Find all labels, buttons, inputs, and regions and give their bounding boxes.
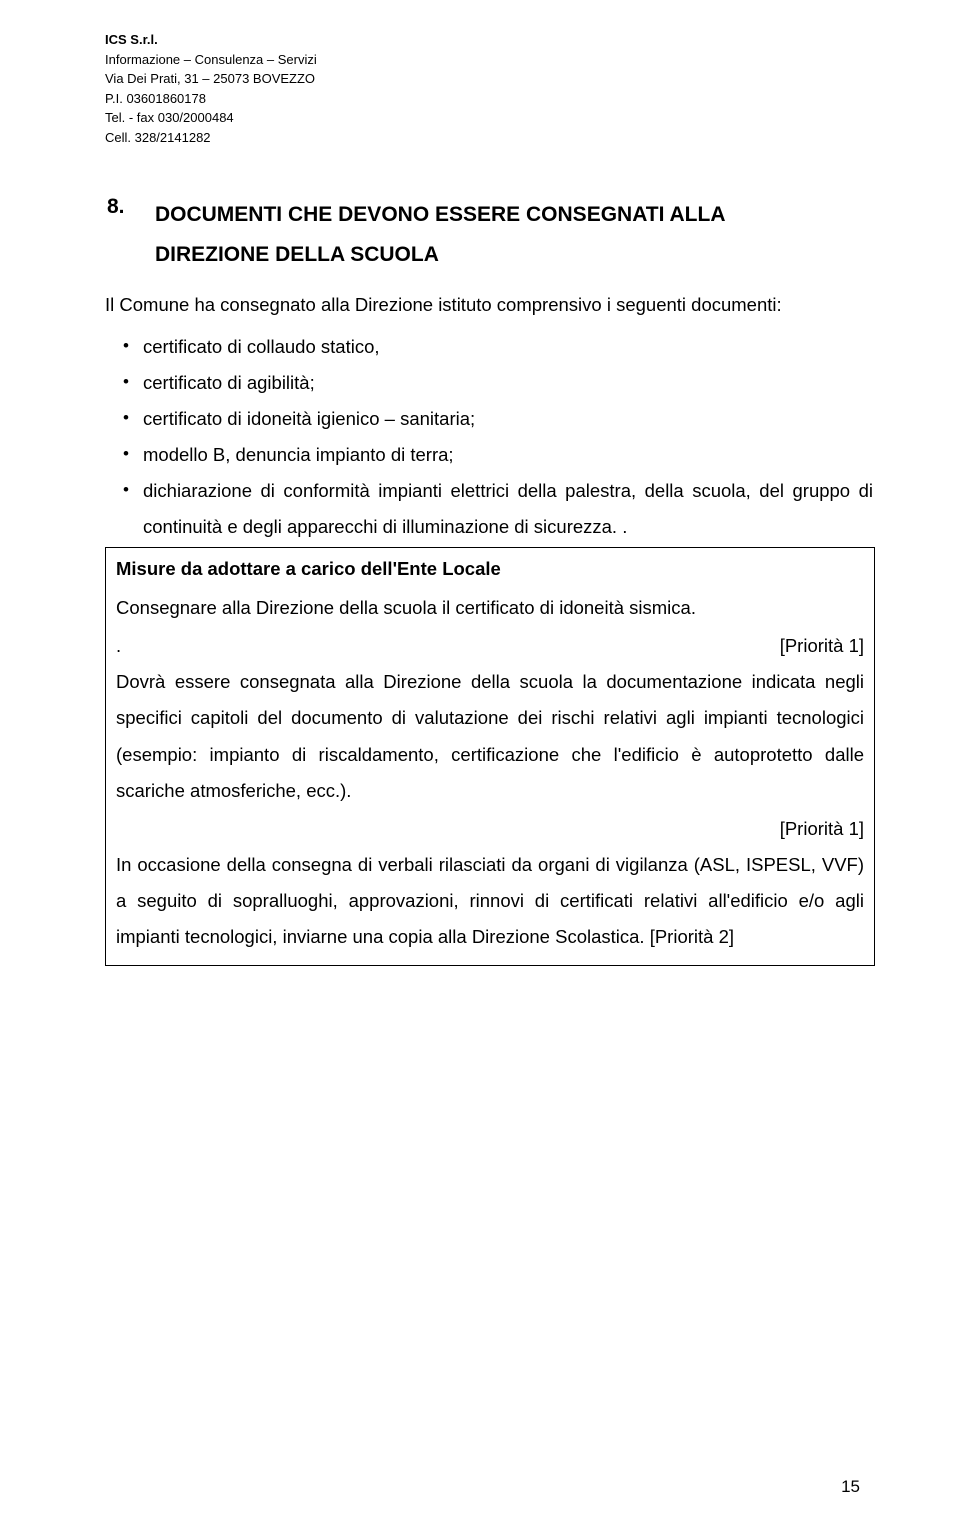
list-item: certificato di idoneità igienico – sanit…: [143, 401, 875, 437]
company-cell: Cell. 328/2141282: [105, 128, 875, 148]
dot-text: .: [116, 628, 121, 664]
company-name: ICS S.r.l.: [105, 30, 875, 50]
priority-label: [Priorità 1]: [780, 628, 864, 664]
company-pi: P.I. 03601860178: [105, 89, 875, 109]
list-item: certificato di collaudo statico,: [143, 329, 875, 365]
list-item: modello B, denuncia impianto di terra;: [143, 437, 875, 473]
company-tagline: Informazione – Consulenza – Servizi: [105, 50, 875, 70]
section-title: DOCUMENTI CHE DEVONO ESSERE CONSEGNATI A…: [155, 195, 726, 275]
list-item: dichiarazione di conformità impianti ele…: [143, 473, 875, 545]
document-header: ICS S.r.l. Informazione – Consulenza – S…: [105, 30, 875, 147]
box-paragraph: In occasione della consegna di verbali r…: [116, 847, 864, 955]
box-paragraph: Dovrà essere consegnata alla Direzione d…: [116, 664, 864, 808]
section-number: 8.: [107, 195, 125, 219]
company-tel: Tel. - fax 030/2000484: [105, 108, 875, 128]
box-paragraph: Consegnare alla Direzione della scuola i…: [116, 590, 864, 626]
priority-label: [Priorità 1]: [116, 811, 864, 847]
intro-paragraph: Il Comune ha consegnato alla Direzione i…: [105, 287, 875, 323]
priority-line: . [Priorità 1]: [116, 628, 864, 664]
document-list: certificato di collaudo statico, certifi…: [105, 329, 875, 545]
page-number: 15: [841, 1477, 860, 1497]
list-item: certificato di agibilità;: [143, 365, 875, 401]
company-address: Via Dei Prati, 31 – 25073 BOVEZZO: [105, 69, 875, 89]
box-title: Misure da adottare a carico dell'Ente Lo…: [116, 551, 864, 587]
section-heading: 8. DOCUMENTI CHE DEVONO ESSERE CONSEGNAT…: [105, 195, 875, 275]
measures-box: Misure da adottare a carico dell'Ente Lo…: [105, 547, 875, 966]
